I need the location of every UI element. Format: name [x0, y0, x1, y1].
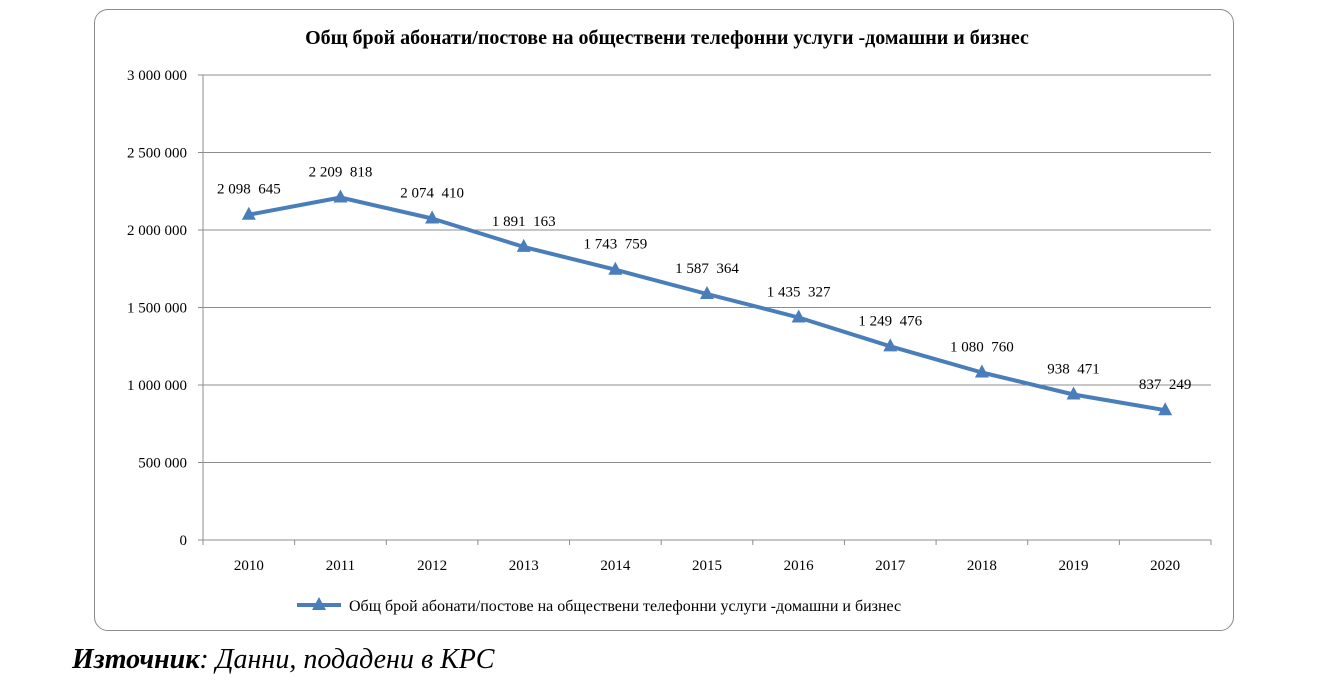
- data-point-marker: [883, 338, 898, 352]
- x-tick-label: 2019: [1059, 558, 1089, 574]
- data-point-marker: [333, 189, 348, 203]
- y-tick-label: 2 500 000: [127, 146, 187, 162]
- series-line: [248, 195, 1166, 413]
- source-text: : Данни, подадени в КРС: [199, 644, 495, 675]
- y-axis-tick-labels: 0 500 000 1 000 000 1 500 000 2 000 000 2 500…: [127, 68, 187, 549]
- data-label: 1 080 760: [950, 339, 1014, 355]
- data-label: 2 209 818: [309, 164, 373, 180]
- series-markers: [241, 189, 1173, 416]
- x-tick-label: 2017: [875, 558, 906, 574]
- y-tick-label: 0: [180, 533, 188, 549]
- legend-label: Общ брой абонати/постове на обществени т…: [349, 598, 901, 615]
- data-label: 1 587 364: [675, 261, 739, 277]
- y-tick-label: 1 500 000: [127, 301, 187, 317]
- grid-lines: [203, 74, 1211, 463]
- data-point-marker: [1158, 402, 1173, 416]
- data-point-marker: [791, 309, 806, 323]
- x-tick-label: 2018: [967, 558, 997, 574]
- data-point-marker: [974, 364, 989, 378]
- data-point-marker: [1066, 386, 1081, 400]
- data-label: 1 435 327: [767, 285, 831, 301]
- data-label: 2 074 410: [400, 185, 464, 201]
- x-tick-label: 2015: [692, 558, 722, 574]
- source-label: Източник: [72, 644, 200, 675]
- line-chart: Общ брой абонати/постове на обществени т…: [127, 27, 1212, 615]
- legend: Общ брой абонати/постове на обществени т…: [297, 597, 901, 615]
- y-tick-label: 1 000 000: [127, 378, 187, 394]
- x-axis-tick-labels: 2010 2011 2012 2013 2014 2015 2016 2017 2018 2019…: [234, 558, 1180, 574]
- x-tick-label: 2011: [326, 558, 355, 574]
- y-tick-label: 500 000: [138, 456, 187, 472]
- x-tick-label: 2020: [1150, 558, 1180, 574]
- data-point-marker: [516, 238, 531, 252]
- data-label: 1 743 759: [583, 237, 647, 253]
- data-point-marker: [425, 210, 440, 224]
- x-tick-label: 2010: [234, 558, 264, 574]
- y-tick-label: 3 000 000: [127, 68, 187, 84]
- x-tick-label: 2012: [417, 558, 447, 574]
- data-point-marker: [608, 261, 623, 275]
- data-point-marker: [700, 285, 714, 299]
- data-label: 1 891 163: [492, 214, 556, 230]
- source-note: Източник: Данни, подадени в КРС: [72, 644, 494, 676]
- x-tick-label: 2014: [600, 558, 631, 574]
- chart-title: Общ брой абонати/постове на обществени т…: [305, 27, 1029, 49]
- data-labels: 2 098 645 2 209 818 2 074 410 1 891 163 1 74…: [217, 164, 1191, 393]
- data-label: 2 098 645: [217, 182, 281, 198]
- series-line-group: [248, 195, 1166, 413]
- chart-frame: [94, 9, 1234, 631]
- axes: [198, 74, 1212, 545]
- x-tick-label: 2016: [784, 558, 815, 574]
- data-label: 1 249 476: [858, 313, 922, 329]
- data-label: 837 249: [1139, 377, 1192, 393]
- data-label: 938 471: [1047, 362, 1100, 378]
- data-point-marker: [241, 206, 256, 220]
- x-tick-label: 2013: [509, 558, 539, 574]
- y-tick-label: 2 000 000: [127, 223, 187, 239]
- legend-triangle-marker: [312, 597, 326, 610]
